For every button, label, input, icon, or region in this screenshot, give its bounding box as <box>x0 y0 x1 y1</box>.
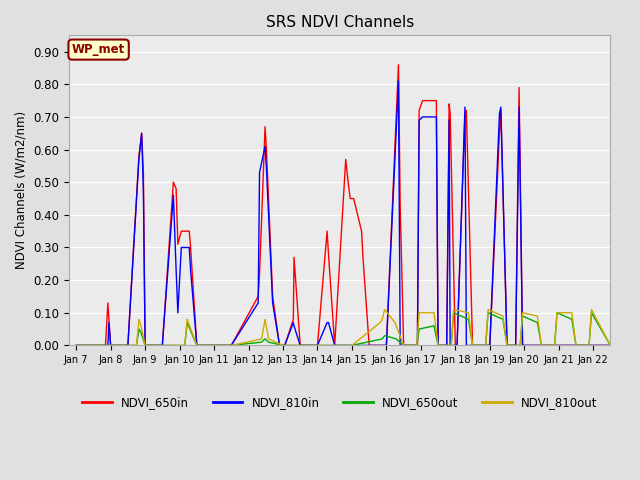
Text: WP_met: WP_met <box>72 43 125 56</box>
Y-axis label: NDVI Channels (W/m2/nm): NDVI Channels (W/m2/nm) <box>15 111 28 269</box>
Legend: NDVI_650in, NDVI_810in, NDVI_650out, NDVI_810out: NDVI_650in, NDVI_810in, NDVI_650out, NDV… <box>77 392 602 414</box>
Title: SRS NDVI Channels: SRS NDVI Channels <box>266 15 414 30</box>
